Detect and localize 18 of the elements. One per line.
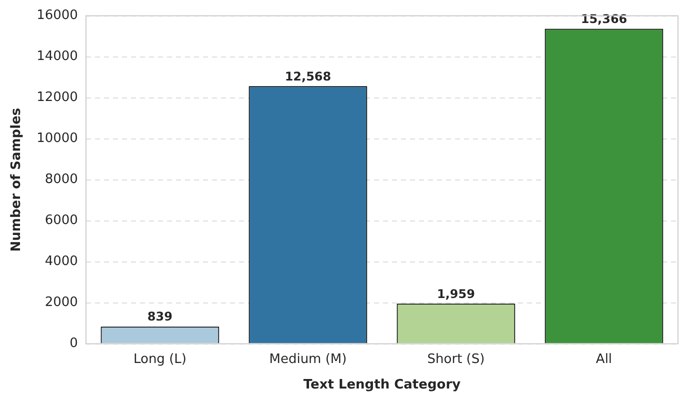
x-tick-label: Long (L) <box>133 352 186 367</box>
y-tick-label: 16000 <box>36 8 78 24</box>
y-tick-label: 2000 <box>44 295 78 310</box>
y-tick-label: 12000 <box>36 90 78 106</box>
y-axis-title: Number of Samples <box>9 108 24 252</box>
y-tick-label: 8000 <box>44 172 78 188</box>
data-label: 839 <box>147 310 172 324</box>
data-label: 12,568 <box>284 69 332 84</box>
data-label: 1,959 <box>437 286 475 301</box>
x-tick-label: Medium (M) <box>269 352 347 367</box>
y-tick-label: 14000 <box>36 49 78 64</box>
x-axis-title: Text Length Category <box>303 378 462 393</box>
y-tick-label: 4000 <box>44 254 78 270</box>
y-tick-label: 10000 <box>36 131 78 146</box>
x-tick-label: All <box>596 352 612 367</box>
y-tick-label: 6000 <box>44 213 78 228</box>
y-tick-label: 0 <box>70 336 78 352</box>
x-tick-label: Short (S) <box>427 352 485 367</box>
